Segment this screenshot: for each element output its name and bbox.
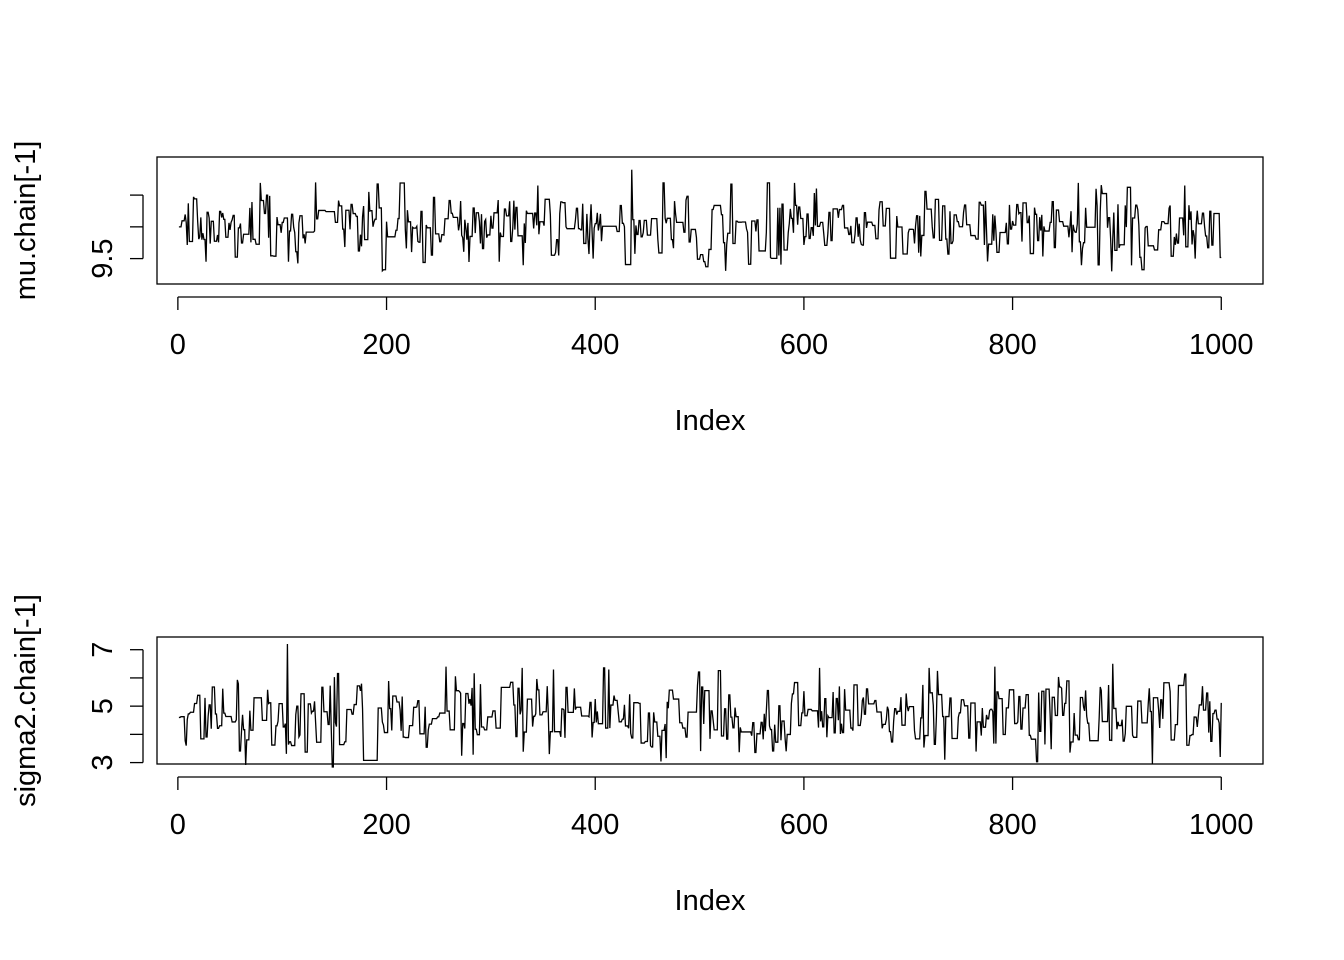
x-axis-label-2: Index bbox=[675, 885, 746, 917]
x-tick-label-1-0: 0 bbox=[170, 329, 186, 361]
x-tick-label-2-400: 400 bbox=[571, 809, 619, 841]
y-tick-label-1-0: 9.5 bbox=[87, 238, 119, 278]
x-tick-label-2-800: 800 bbox=[988, 809, 1036, 841]
y-tick-label-2-2: 5 bbox=[87, 698, 119, 714]
x-tick-label-1-400: 400 bbox=[571, 329, 619, 361]
y-axis-label-2: sigma2.chain[-1] bbox=[10, 594, 42, 807]
plot-box-2 bbox=[156, 636, 1264, 765]
x-tick-label-1-600: 600 bbox=[780, 329, 828, 361]
series-line-1-1 bbox=[178, 169, 1222, 273]
series-line-2-1 bbox=[178, 644, 1222, 768]
x-tick-label-1-1000: 1000 bbox=[1189, 329, 1254, 361]
y-tick-label-2-4: 7 bbox=[87, 642, 119, 658]
y-axis-label-1: mu.chain[-1] bbox=[10, 141, 42, 301]
x-tick-label-2-600: 600 bbox=[780, 809, 828, 841]
x-tick-label-2-0: 0 bbox=[170, 809, 186, 841]
x-tick-label-1-800: 800 bbox=[988, 329, 1036, 361]
x-tick-label-2-1000: 1000 bbox=[1189, 809, 1254, 841]
y-tick-label-2-0: 3 bbox=[87, 755, 119, 771]
x-tick-label-1-200: 200 bbox=[362, 329, 410, 361]
x-axis-label-1: Index bbox=[675, 405, 746, 437]
x-tick-label-2-200: 200 bbox=[362, 809, 410, 841]
plot-box-1 bbox=[156, 156, 1264, 285]
